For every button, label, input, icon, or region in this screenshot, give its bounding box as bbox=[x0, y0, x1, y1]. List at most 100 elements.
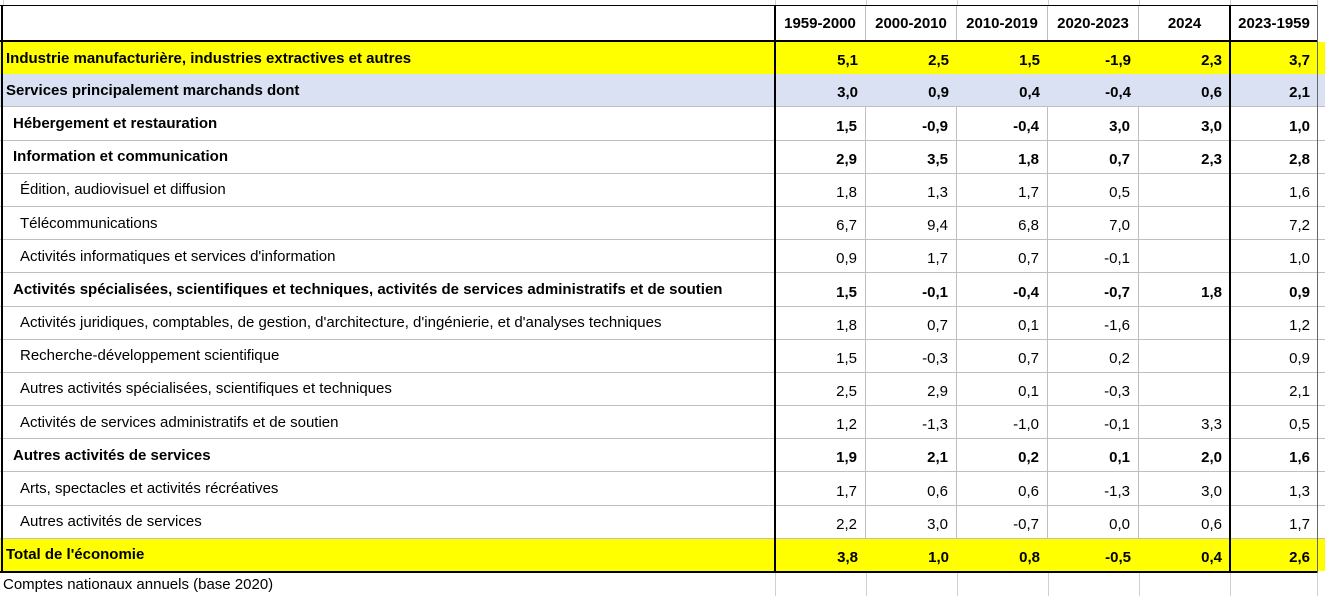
row-sliver bbox=[1318, 107, 1325, 139]
value-cell: 1,3 bbox=[1289, 482, 1310, 500]
value-cell: 2,8 bbox=[1289, 150, 1310, 168]
value-cell: 1,9 bbox=[775, 439, 866, 472]
value-cell: 1,2 bbox=[775, 406, 866, 439]
value-cell: 0,9 bbox=[775, 240, 866, 273]
value-cell: 1,0 bbox=[1289, 117, 1310, 135]
table-row: Télécommunications 6,7 9,4 6,8 7,0 7,2 bbox=[0, 206, 1325, 241]
table-top-border bbox=[0, 5, 1318, 6]
gridline-stub bbox=[866, 573, 867, 596]
value-cell: 1,8 bbox=[775, 173, 866, 206]
value-cell: -0,4 bbox=[1105, 84, 1131, 102]
table-row: Total de l'économie 3,8 1,0 0,8 -0,5 0,4 2,6 bbox=[0, 538, 1325, 571]
value-cell: 5,1 bbox=[837, 52, 858, 70]
table-rows: Industrie manufacturière, industries ext… bbox=[0, 42, 1325, 571]
table-row: Hébergement et restauration 1,5 -0,9 -0,4 3,… bbox=[0, 107, 1325, 141]
value-cell bbox=[1139, 207, 1230, 239]
value-cell: 0,7 bbox=[957, 240, 1048, 273]
column-header: 2020-2023 bbox=[1048, 5, 1139, 40]
table-row: Arts, spectacles et activités récréative… bbox=[0, 472, 1325, 506]
value-cell: 0,9 bbox=[1289, 349, 1310, 367]
value-cell: 1,8 bbox=[957, 140, 1048, 173]
value-cell: 0,4 bbox=[1019, 84, 1040, 102]
value-cell: -0,4 bbox=[957, 273, 1048, 306]
table-row: Services principalement marchands dont 3,… bbox=[0, 74, 1325, 108]
gridline-stub bbox=[775, 0, 776, 5]
value-cell: 0,1 bbox=[957, 306, 1048, 339]
row-sliver bbox=[1318, 406, 1325, 438]
row-label: Industrie manufacturière, industries ext… bbox=[6, 49, 412, 67]
table-row: Édition, audiovisuel et diffusion 1,8 1,3 1… bbox=[0, 173, 1325, 207]
row-label: Services principalement marchands dont bbox=[6, 81, 300, 99]
value-cell: -0,9 bbox=[866, 107, 957, 140]
value-cell: 1,5 bbox=[1019, 52, 1040, 70]
value-cell: 0,5 bbox=[1289, 416, 1310, 434]
table-row: Industrie manufacturière, industries ext… bbox=[0, 42, 1325, 75]
row-sliver bbox=[1318, 42, 1325, 74]
column-header: 1959-2000 bbox=[775, 5, 866, 40]
value-cell: 3,5 bbox=[866, 140, 957, 173]
value-cell: 3,7 bbox=[1289, 52, 1310, 70]
gridline-stub bbox=[1139, 573, 1140, 596]
header-sliver bbox=[1318, 5, 1325, 40]
value-cell: -0,7 bbox=[1048, 273, 1139, 306]
table-row: Activités spécialisées, scientifiques et… bbox=[0, 273, 1325, 307]
gridline-stub bbox=[957, 573, 958, 596]
row-sliver bbox=[1318, 74, 1325, 106]
table-row: Recherche-développement scientifique 1,5-… bbox=[0, 339, 1325, 373]
value-cell: -0,1 bbox=[1048, 406, 1139, 439]
row-label: Recherche-développement scientifique bbox=[20, 347, 280, 365]
value-cell: -1,6 bbox=[1048, 306, 1139, 339]
row-sliver bbox=[1318, 141, 1325, 173]
gridline-stub bbox=[775, 573, 776, 596]
gridline-stub bbox=[1230, 573, 1231, 596]
value-cell: 0,6 bbox=[1201, 515, 1222, 533]
table-right-border bbox=[1317, 5, 1318, 573]
column-header: 2000-2010 bbox=[866, 5, 957, 40]
value-cell: 1,5 bbox=[775, 107, 866, 140]
value-cell: 2,0 bbox=[1201, 449, 1222, 467]
value-cell bbox=[1139, 240, 1230, 272]
table-row: Autres activités spécialisées, scientifi… bbox=[0, 372, 1325, 407]
gridline-stub bbox=[866, 0, 867, 5]
value-cell: 3,0 bbox=[1048, 107, 1139, 140]
row-label: Autres activités de services bbox=[20, 513, 202, 531]
value-cell: -1,0 bbox=[957, 406, 1048, 439]
value-cell: 0,2 bbox=[957, 439, 1048, 472]
value-cell: 0,0 bbox=[1048, 505, 1139, 538]
value-cell: -1,3 bbox=[866, 406, 957, 439]
value-cell: 2,9 bbox=[866, 372, 957, 406]
value-cell: 1,7 bbox=[866, 240, 957, 273]
value-cell: 2,5 bbox=[775, 372, 866, 406]
value-cell: 0,7 bbox=[866, 306, 957, 339]
value-cell: 2,5 bbox=[928, 52, 949, 70]
table-left-border bbox=[1, 5, 3, 573]
gridline-stub bbox=[1230, 0, 1231, 5]
row-label: Activités de services administratifs et … bbox=[20, 413, 339, 431]
value-cell: 0,9 bbox=[1289, 283, 1310, 301]
row-label: Activités informatiques et services d'in… bbox=[20, 247, 336, 265]
value-cell: -0,4 bbox=[957, 107, 1048, 140]
gridline-stub bbox=[1139, 0, 1140, 5]
value-cell: 2,6 bbox=[1289, 549, 1310, 566]
row-label: Édition, audiovisuel et diffusion bbox=[20, 181, 226, 199]
value-cell: 1,5 bbox=[775, 339, 866, 372]
value-cell: 0,8 bbox=[1019, 549, 1040, 566]
value-cell: 6,7 bbox=[775, 206, 866, 240]
label-column-right-border bbox=[774, 5, 776, 573]
table-row: Information et communication 2,9 3,5 1,8 0,7… bbox=[0, 140, 1325, 174]
value-cell: 0,7 bbox=[957, 339, 1048, 372]
value-cell: -0,5 bbox=[1105, 549, 1131, 566]
value-cell: 1,6 bbox=[1289, 449, 1310, 467]
value-cell: 2,1 bbox=[1289, 383, 1310, 401]
value-cell: 1,3 bbox=[866, 173, 957, 206]
value-cell: 3,3 bbox=[1201, 416, 1222, 434]
row-label: Information et communication bbox=[13, 148, 229, 166]
value-cell bbox=[1139, 307, 1230, 339]
value-cell: 2,1 bbox=[1289, 84, 1310, 102]
gridline-stub bbox=[3, 0, 4, 5]
header-row: 1959-2000 2000-2010 2010-2019 2020-2023 2024… bbox=[0, 5, 1325, 40]
value-cell: 0,2 bbox=[1048, 339, 1139, 372]
row-label: Autres activités de services bbox=[13, 446, 211, 464]
column-header: 2010-2019 bbox=[957, 5, 1048, 40]
column-header: 2023-1959 bbox=[1238, 15, 1310, 32]
